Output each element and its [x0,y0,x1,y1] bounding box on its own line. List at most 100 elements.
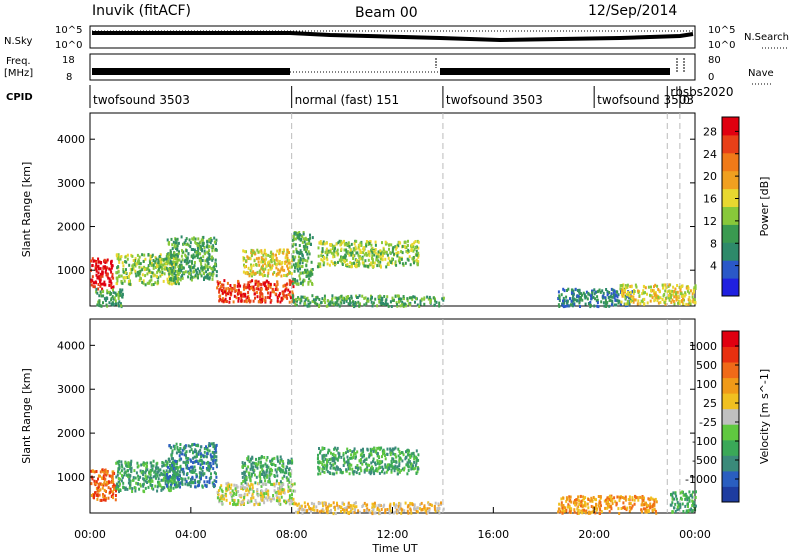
power-data-cell [260,292,262,296]
velocity-data-cell [618,512,621,515]
velocity-data-cell [395,508,398,512]
power-data-cell [210,267,213,270]
power-data-cell [309,236,312,240]
velocity-data-cell [406,505,409,509]
power-data-cell [650,285,652,289]
velocity-data-cell [440,501,442,505]
power-data-cell [596,304,599,308]
velocity-data-cell [438,507,441,510]
velocity-data-cell [600,504,602,508]
velocity-data-cell [694,504,697,508]
power-data-cell [262,264,264,268]
x-tick-label: 00:00 [74,528,106,541]
power-data-cell [199,240,202,244]
power-data-cell [269,282,272,286]
velocity-data-cell [272,462,275,466]
velocity-data-cell [679,502,682,506]
power-data-cell [259,290,262,293]
velocity-data-cell [578,503,581,506]
velocity-data-cell [119,489,122,492]
power-data-cell [269,265,272,269]
power-data-cell [665,286,668,290]
power-data-cell [208,245,211,248]
nsky-tick-top: 10^5 [55,25,82,36]
power-data-cell [369,263,372,267]
velocity-data-cell [126,464,129,468]
power-data-cell [562,287,565,291]
power-data-cell [148,281,151,285]
power-data-cell [602,291,605,295]
velocity-data-cell [142,477,145,481]
velocity-data-cell [400,468,403,472]
power-data-cell [348,302,351,306]
power-data-cell [678,302,681,306]
power-data-cell [117,294,120,298]
velocity-data-cell [348,510,351,514]
power-data-cell [581,298,584,302]
velocity-data-cell [332,466,335,470]
velocity-data-cell [183,453,186,457]
power-data-cell [296,279,299,283]
power-data-cell [267,261,269,265]
power-data-cell [222,297,224,301]
power-data-cell [278,260,281,263]
velocity-data-cell [310,501,313,505]
power-data-cell [329,300,332,304]
velocity-data-cell [577,509,580,512]
velocity-data-cell [259,477,262,481]
freq-label: Freq. [6,56,31,67]
power-data-cell [171,243,174,247]
power-data-cell [302,295,304,299]
power-data-cell [578,301,581,305]
velocity-data-cell [404,501,407,505]
velocity-data-cell [586,502,589,506]
velocity-data-cell [353,447,356,451]
power-data-cell [184,239,187,243]
power-data-cell [321,250,324,254]
velocity-data-cell [112,480,115,484]
power-data-cell [158,262,161,266]
power-data-cell [385,251,388,254]
velocity-data-cell [149,461,152,465]
power-data-cell [102,294,105,298]
power-data-cell [166,238,169,242]
power-data-cell [314,298,317,302]
power-data-cell [117,265,120,269]
velocity-data-cell [107,496,110,500]
power-data-cell [180,268,183,272]
velocity-data-cell [647,508,650,512]
power-data-cell [346,264,349,268]
power-data-cell [202,235,205,239]
power-data-cell [199,272,202,276]
velocity-data-cell [120,469,123,473]
power-data-cell [174,277,177,281]
velocity-data-cell [211,459,214,463]
velocity-data-cell [329,457,332,461]
power-data-cell [201,259,204,262]
power-data-cell [381,258,384,262]
power-data-cell [286,272,289,276]
power-data-cell [367,240,370,244]
velocity-data-cell [128,486,131,490]
power-data-cell [423,302,426,306]
velocity-data-cell [228,484,231,488]
power-data-cell [291,290,294,294]
power-data-cell [670,293,673,297]
power-data-cell [396,303,398,306]
power-data-cell [126,253,129,257]
velocity-data-cell [350,453,353,457]
time-axis: 00:00 04:00 08:00 12:00 16:00 20:00 00:00 [74,507,711,541]
power-data-cell [267,284,270,288]
power-data-cell [90,259,92,263]
velocity-data-cell [103,480,106,484]
velocity-data-cell [184,446,186,449]
beam-title: Beam 00 [355,5,418,21]
velocity-data-cell [559,510,562,514]
velocity-data-cell [163,476,166,480]
velocity-data-cell [124,461,127,465]
power-data-cell [208,276,211,280]
power-data-cell [92,281,95,285]
power-data-cell [381,241,383,245]
power-data-cell [285,286,288,290]
power-data-cell [320,258,323,262]
